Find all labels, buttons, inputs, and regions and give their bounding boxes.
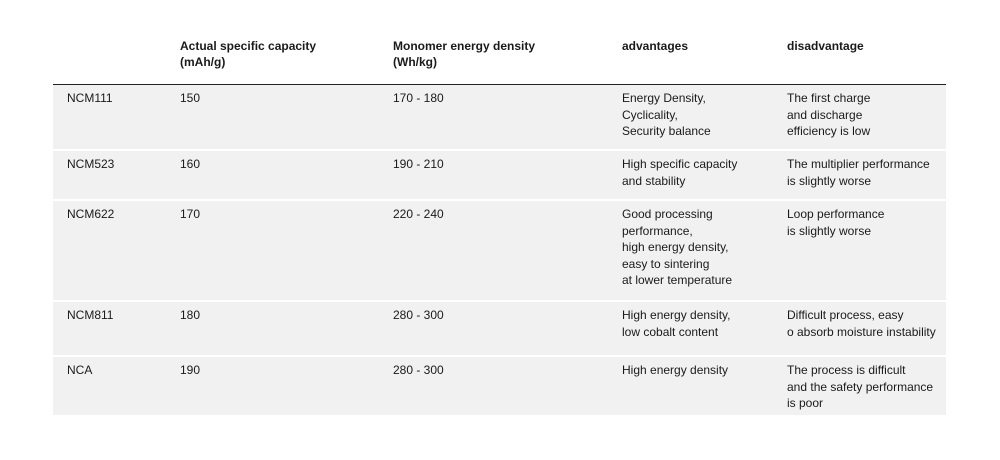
cell-disadvantage: The first charge and discharge efficienc… — [787, 91, 871, 138]
table-header-row: Actual specific capacity (mAh/g) Monomer… — [53, 36, 946, 85]
header-energy-density: Monomer energy density (Wh/kg) — [393, 39, 536, 69]
cell-capacity: 180 — [180, 308, 201, 322]
cell-material: NCM811 — [67, 308, 114, 322]
cell-advantages: High specific capacity and stability — [622, 157, 738, 188]
cell-disadvantage: Difficult process, easy o absorb moistur… — [787, 308, 936, 339]
table-row: NCM622 170 220 - 240 Good processing per… — [53, 201, 946, 302]
cell-energy-density: 220 - 240 — [393, 207, 444, 221]
header-advantages: advantages — [622, 39, 689, 53]
cell-energy-density: 280 - 300 — [393, 308, 444, 322]
table-row: NCA 190 280 - 300 High energy density Th… — [53, 357, 946, 417]
cell-energy-density: 170 - 180 — [393, 91, 444, 105]
cell-material: NCM622 — [67, 207, 115, 221]
cell-material: NCM523 — [67, 157, 115, 171]
table-row: NCM111 150 170 - 180 Energy Density, Cyc… — [53, 85, 946, 151]
cell-disadvantage: Loop performance is slightly worse — [787, 207, 885, 238]
cell-advantages: Energy Density, Cyclicality, Security ba… — [622, 91, 711, 138]
table-row: NCM523 160 190 - 210 High specific capac… — [53, 151, 946, 201]
comparison-table: Actual specific capacity (mAh/g) Monomer… — [53, 36, 946, 417]
table-row: NCM811 180 280 - 300 High energy density… — [53, 302, 946, 357]
header-specific-capacity: Actual specific capacity (mAh/g) — [180, 39, 317, 69]
cell-advantages: High energy density, low cobalt content — [622, 308, 731, 339]
cell-capacity: 160 — [180, 157, 201, 171]
header-material — [53, 36, 180, 84]
cell-energy-density: 280 - 300 — [393, 363, 444, 377]
cell-disadvantage: The process is difficult and the safety … — [787, 363, 934, 410]
cell-capacity: 170 — [180, 207, 201, 221]
cell-material: NCM111 — [67, 91, 113, 105]
cell-capacity: 150 — [180, 91, 201, 105]
header-disadvantage: disadvantage — [787, 39, 864, 53]
cell-advantages: Good processing performance, high energy… — [622, 207, 733, 287]
cell-material: NCA — [67, 363, 93, 377]
cell-disadvantage: The multiplier performance is slightly w… — [787, 157, 930, 188]
cell-advantages: High energy density — [622, 363, 729, 377]
cell-capacity: 190 — [180, 363, 201, 377]
cell-energy-density: 190 - 210 — [393, 157, 444, 171]
